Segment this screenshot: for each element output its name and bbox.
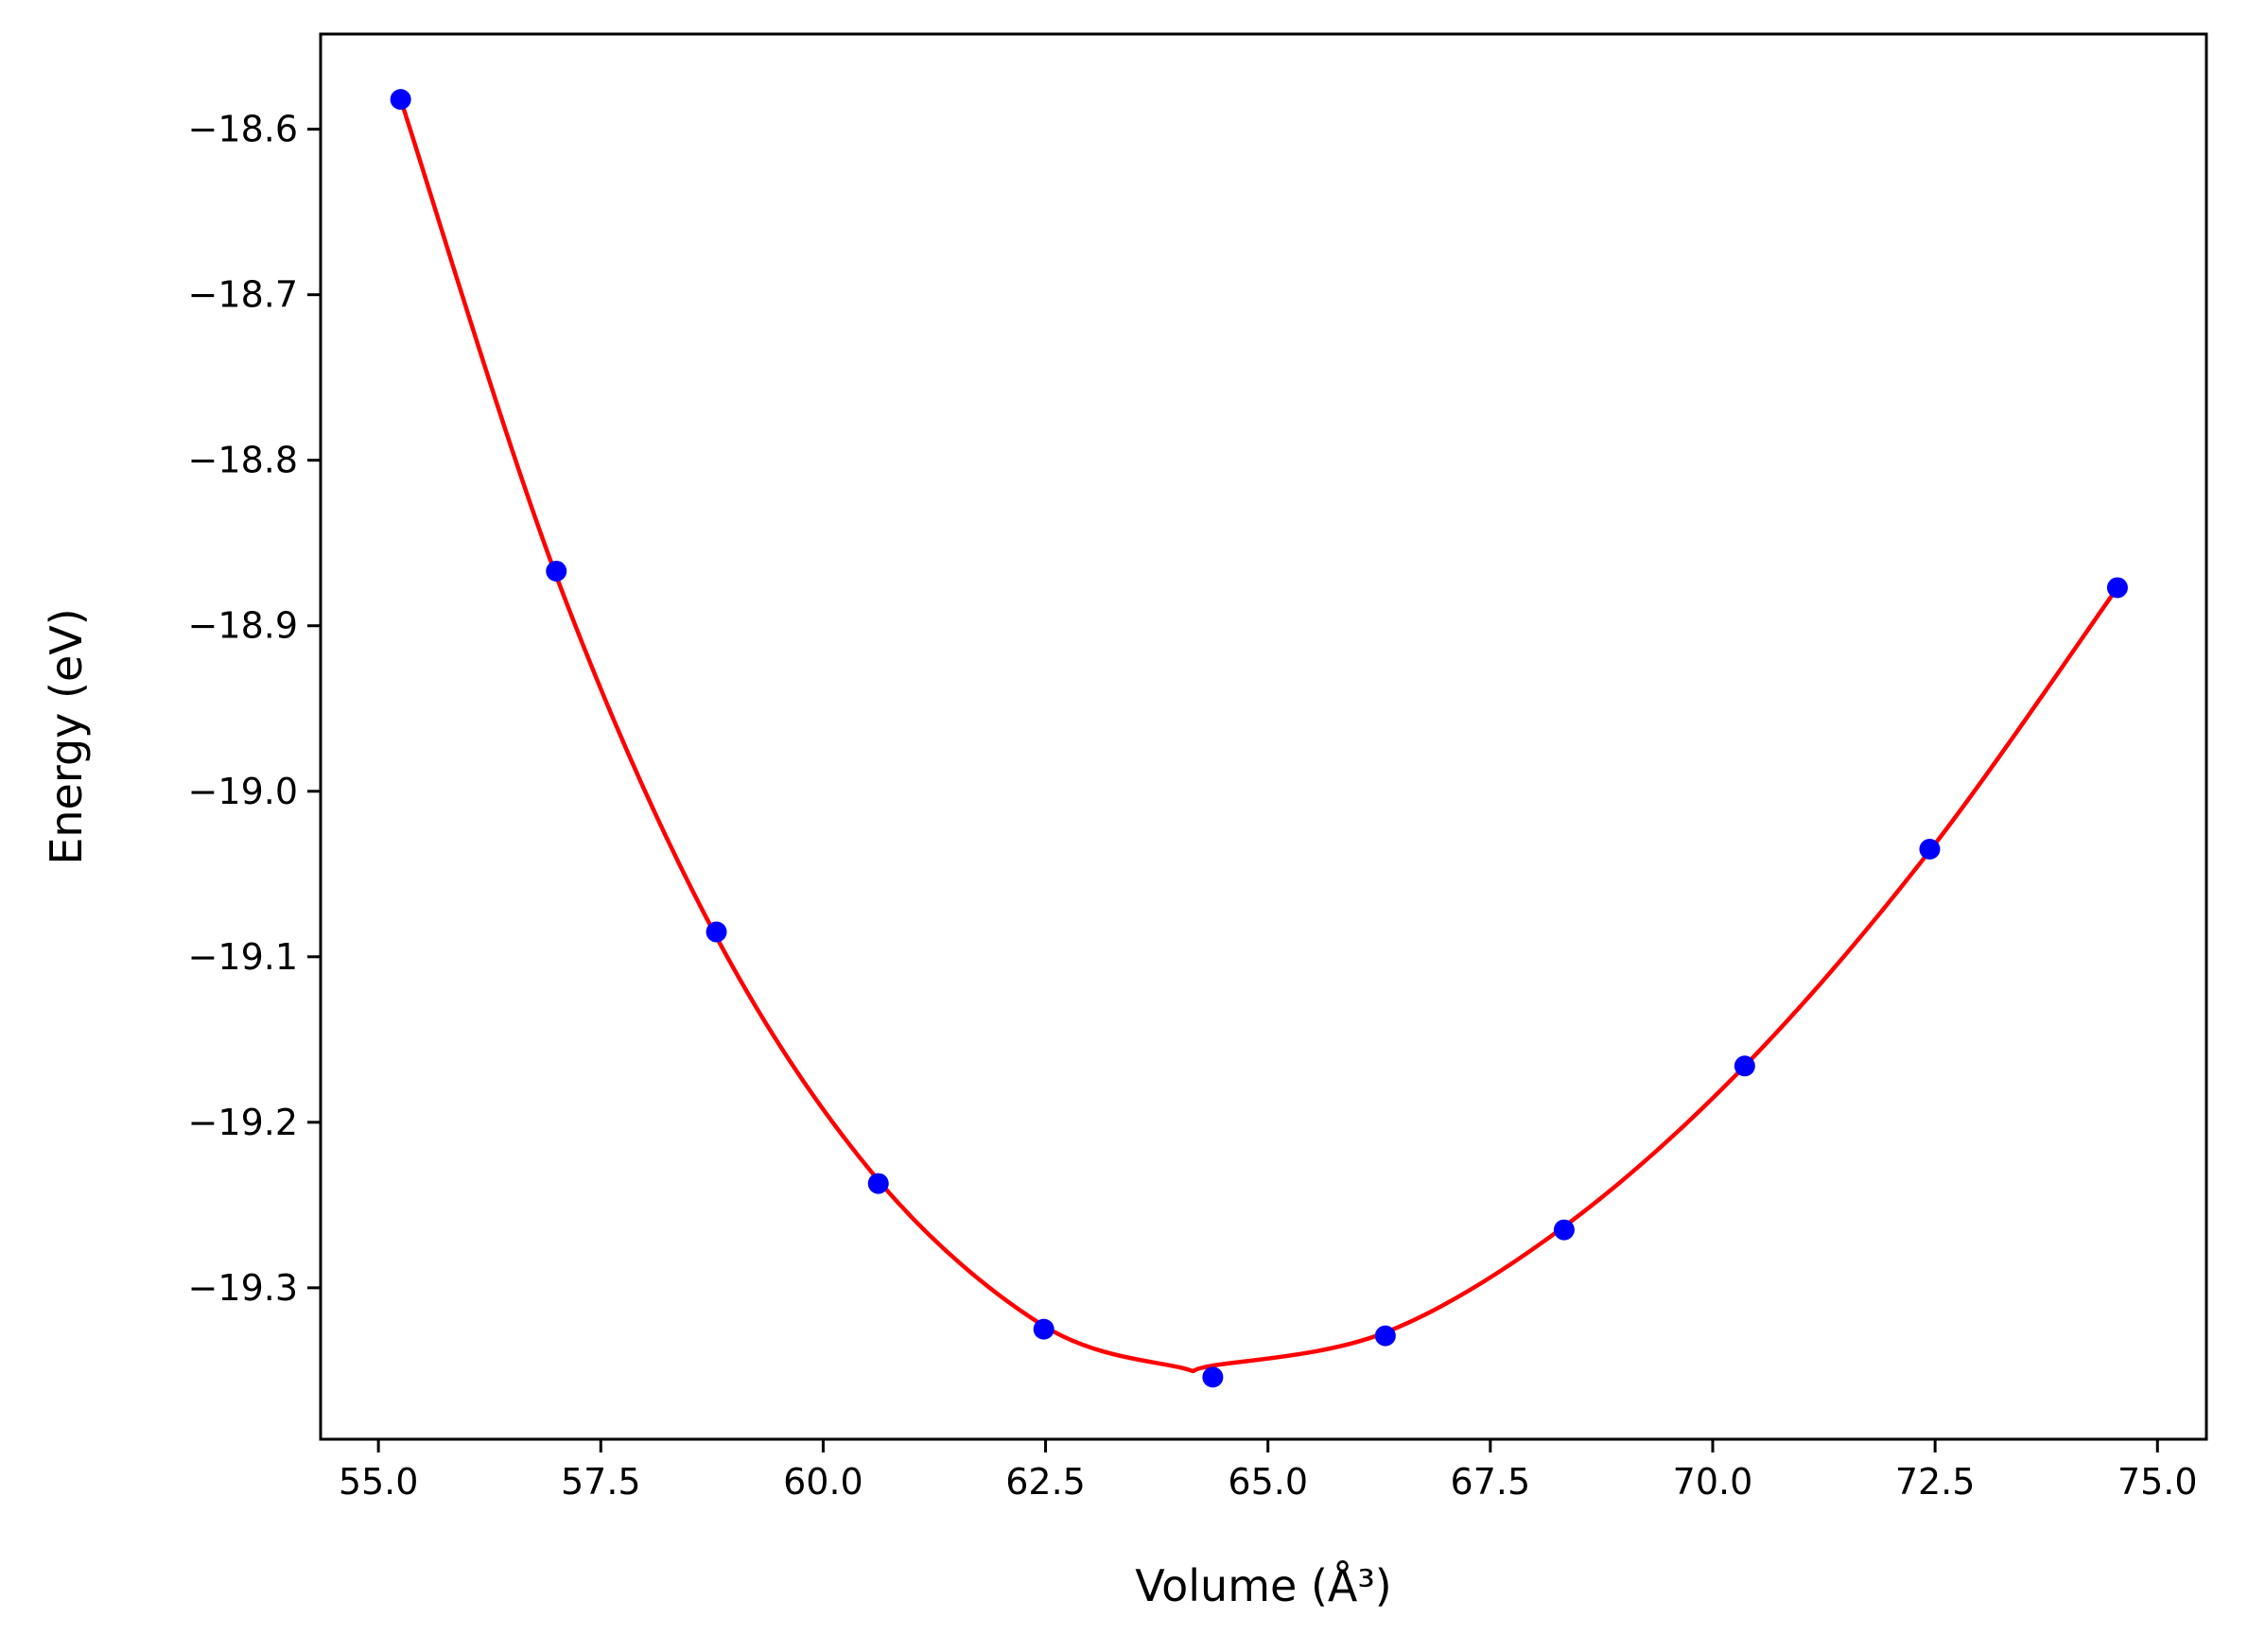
y-tick-label: −19.2 xyxy=(188,1102,298,1143)
fit-curve xyxy=(398,98,2119,1374)
data-point xyxy=(706,921,727,943)
fit-curve-layer xyxy=(398,98,2119,1374)
x-axis-label: Volume (Å³) xyxy=(1135,1560,1392,1611)
x-tick-label: 75.0 xyxy=(2117,1461,2198,1503)
data-point xyxy=(1553,1219,1575,1241)
x-tick-label: 57.5 xyxy=(561,1461,641,1503)
x-tick-label: 60.0 xyxy=(783,1461,863,1503)
y-tick-label: −19.0 xyxy=(188,771,298,812)
y-tick-label: −19.3 xyxy=(188,1267,298,1309)
y-tick-label: −19.1 xyxy=(188,936,298,978)
x-tick-label: 70.0 xyxy=(1673,1461,1753,1503)
x-axis: 55.0 57.5 60.0 62.5 65.0 67.5 70.0 72.5 75.0 xyxy=(339,1439,2198,1503)
y-tick-label: −18.9 xyxy=(188,605,298,647)
x-tick-label: 72.5 xyxy=(1895,1461,1976,1503)
x-tick-label: 62.5 xyxy=(1005,1461,1086,1503)
y-axis-label: Energy (eV) xyxy=(41,608,92,864)
x-tick-label: 55.0 xyxy=(339,1461,419,1503)
y-tick-label: −18.7 xyxy=(188,274,298,316)
data-point xyxy=(1374,1325,1396,1347)
y-axis: −18.6 −18.7 −18.8 −18.9 −19.0 −19.1 −19.2 −19.3 xyxy=(188,109,321,1309)
data-point xyxy=(1202,1366,1224,1388)
x-tick-label: 65.0 xyxy=(1228,1461,1308,1503)
y-tick-label: −18.6 xyxy=(188,109,298,150)
data-point xyxy=(2106,577,2128,599)
data-point xyxy=(1734,1055,1755,1077)
plot-frame xyxy=(319,32,2208,1441)
data-point xyxy=(390,89,411,111)
data-points-layer xyxy=(390,89,2128,1388)
x-tick-label: 67.5 xyxy=(1451,1461,1531,1503)
data-point xyxy=(546,560,567,582)
data-point xyxy=(1919,839,1941,861)
data-point xyxy=(867,1173,889,1194)
y-tick-label: −18.8 xyxy=(188,440,298,481)
data-point xyxy=(1033,1318,1054,1340)
